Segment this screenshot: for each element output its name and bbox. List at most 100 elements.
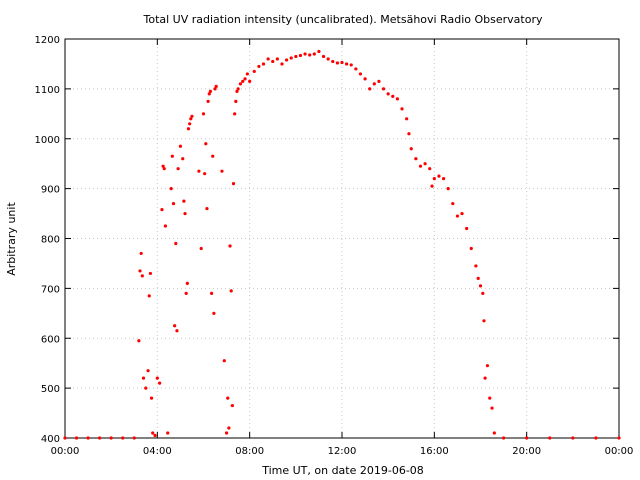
- axis-ticks: 00:00 04:00 08:00 12:00 16:00 20:00 00:0040050…: [35, 35, 634, 457]
- x-tick-label: 00:00: [605, 446, 634, 457]
- data-point: [209, 291, 214, 295]
- data-point: [141, 376, 146, 380]
- data-point: [86, 436, 90, 440]
- data-point: [155, 376, 159, 380]
- data-point: [414, 157, 418, 161]
- data-point: [349, 63, 353, 67]
- data-point: [405, 117, 409, 121]
- data-point: [137, 339, 141, 343]
- data-point: [317, 49, 321, 54]
- data-point: [321, 54, 326, 59]
- data-point: [228, 244, 232, 248]
- data-point: [163, 224, 168, 228]
- data-point: [186, 127, 191, 131]
- data-point: [173, 324, 177, 328]
- data-point: [335, 61, 339, 65]
- y-tick-label: 700: [41, 284, 60, 295]
- data-point: [139, 251, 143, 256]
- data-point: [469, 246, 473, 251]
- data-point: [548, 436, 552, 440]
- data-point: [203, 172, 207, 176]
- data-point: [617, 436, 621, 440]
- data-point: [428, 167, 432, 171]
- data-point: [213, 87, 217, 91]
- data-point: [233, 112, 237, 116]
- data-point: [594, 436, 598, 440]
- data-point: [199, 246, 203, 251]
- x-tick-label: 00:00: [51, 446, 80, 457]
- data-point: [146, 369, 150, 373]
- data-point: [303, 52, 307, 56]
- data-point: [465, 226, 469, 231]
- data-point: [121, 436, 125, 440]
- data-point: [476, 276, 480, 280]
- data-point: [184, 291, 188, 295]
- y-tick-label: 600: [41, 334, 60, 345]
- data-point: [381, 87, 386, 91]
- data-point: [455, 214, 460, 218]
- data-point: [245, 72, 249, 76]
- data-point: [222, 359, 226, 363]
- data-point: [395, 97, 399, 101]
- data-point: [236, 87, 240, 91]
- data-point: [231, 182, 236, 186]
- data-point: [446, 187, 450, 191]
- data-point: [238, 82, 243, 86]
- data-point: [176, 167, 180, 171]
- data-point: [171, 201, 176, 206]
- chart-title: Total UV radiation intensity (uncalibrat…: [143, 13, 543, 26]
- x-tick-label: 16:00: [420, 446, 449, 457]
- data-point: [149, 396, 154, 400]
- data-point: [354, 67, 358, 71]
- y-tick-label: 900: [41, 185, 60, 196]
- data-point: [377, 79, 381, 83]
- data-point: [206, 99, 210, 103]
- data-point: [160, 207, 164, 212]
- y-tick-label: 800: [41, 235, 60, 246]
- data-point: [162, 167, 166, 171]
- data-point: [488, 396, 492, 400]
- x-tick-label: 08:00: [235, 446, 264, 457]
- data-point: [326, 57, 330, 61]
- data-point: [229, 289, 233, 293]
- data-point: [147, 294, 151, 298]
- data-point: [188, 122, 192, 126]
- data-point: [492, 431, 496, 435]
- data-point: [312, 52, 316, 56]
- data-point: [285, 58, 289, 62]
- data-point: [407, 132, 411, 136]
- y-axis-label: Arbitrary unit: [5, 202, 18, 276]
- data-point: [224, 431, 229, 435]
- data-point: [181, 157, 185, 161]
- data-point: [400, 107, 404, 111]
- data-point: [63, 436, 67, 440]
- data-point: [358, 72, 363, 76]
- data-point: [138, 269, 142, 273]
- data-point: [391, 94, 395, 98]
- data-point: [261, 62, 266, 66]
- data-point: [227, 426, 231, 430]
- data-point: [257, 64, 261, 69]
- data-point: [98, 436, 102, 440]
- y-tick-label: 500: [41, 384, 60, 395]
- data-point: [170, 154, 174, 158]
- data-point: [571, 436, 575, 440]
- data-point: [204, 142, 208, 146]
- data-point: [212, 311, 216, 315]
- data-point: [432, 177, 436, 181]
- data-point: [298, 53, 303, 58]
- data-point: [490, 406, 494, 410]
- data-point: [289, 56, 293, 60]
- data-point: [294, 54, 298, 59]
- data-point: [148, 271, 153, 276]
- data-point: [331, 59, 335, 64]
- data-point: [144, 386, 148, 390]
- data-point: [266, 57, 270, 61]
- data-point: [345, 62, 349, 66]
- data-point: [230, 403, 234, 408]
- data-point: [211, 154, 215, 158]
- data-point: [220, 169, 224, 173]
- data-point: [430, 184, 434, 188]
- data-point: [418, 164, 423, 168]
